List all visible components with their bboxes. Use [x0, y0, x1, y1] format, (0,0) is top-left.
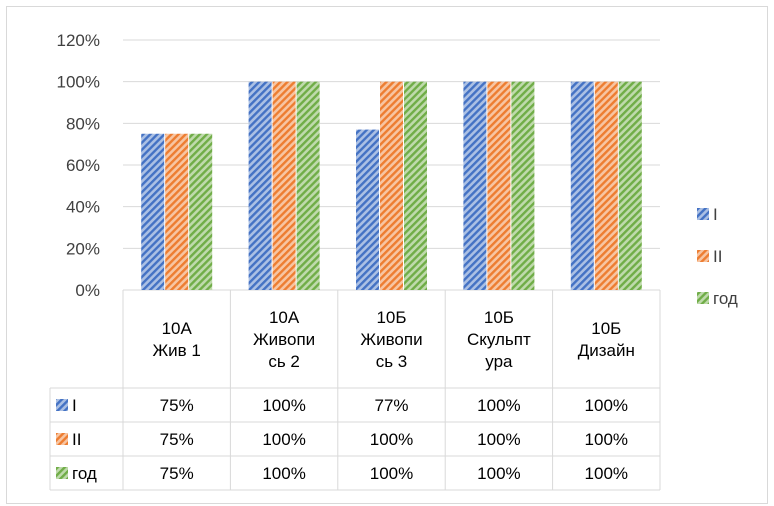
table-cell: 75% [160, 464, 194, 483]
bar [165, 133, 189, 290]
bar [487, 81, 511, 291]
table-legend-key [56, 433, 68, 445]
table-legend-key [56, 399, 68, 411]
bar [511, 81, 535, 291]
bar [594, 81, 618, 291]
category-label: сь 3 [376, 352, 408, 371]
bar [380, 81, 403, 291]
category-label: Живопи [253, 330, 315, 349]
category-label: 10Б [376, 308, 406, 327]
y-tick-label: 0% [75, 281, 100, 300]
y-tick-label: 100% [57, 73, 100, 92]
legend-label: I [713, 205, 718, 224]
table-cell: 100% [477, 396, 520, 415]
table-cell: 100% [262, 396, 305, 415]
table-cell: 100% [477, 430, 520, 449]
bar [189, 133, 213, 290]
table-cell: 100% [585, 430, 628, 449]
bar [618, 81, 642, 291]
legend-key [697, 292, 709, 304]
bar [463, 81, 487, 291]
y-tick-label: 40% [66, 198, 100, 217]
y-tick-label: 60% [66, 156, 100, 175]
bar [296, 81, 320, 291]
table-row-label: I [72, 396, 77, 415]
table-cell: 100% [262, 430, 305, 449]
category-label: Скульпт [467, 330, 531, 349]
y-tick-label: 120% [57, 31, 100, 50]
bar [404, 81, 427, 291]
bar [272, 81, 296, 291]
table-legend-key [56, 467, 68, 479]
bar [356, 129, 379, 290]
y-axis: 0% 20% 40% 60% 80% 100% 120% [57, 31, 100, 300]
category-label: 10Б [591, 319, 621, 338]
legend-label: год [713, 289, 738, 308]
table-cell: 100% [370, 430, 413, 449]
category-label: Живопи [360, 330, 422, 349]
y-tick-label: 20% [66, 239, 100, 258]
table-cell: 77% [374, 396, 408, 415]
category-label: Жив 1 [152, 341, 200, 360]
table-cell: 100% [370, 464, 413, 483]
table-cell: 100% [477, 464, 520, 483]
table-cell: 75% [160, 430, 194, 449]
table-cell: 75% [160, 396, 194, 415]
table-row-label: год [72, 464, 97, 483]
legend-key [697, 250, 709, 262]
table-cell: 100% [262, 464, 305, 483]
bar [248, 81, 272, 291]
legend-key [697, 208, 709, 220]
category-label: 10Б [484, 308, 514, 327]
category-label: 10А [162, 319, 193, 338]
category-label: Дизайн [578, 341, 635, 360]
legend-label: II [713, 247, 722, 266]
table-cell: 100% [585, 396, 628, 415]
category-label: ура [485, 352, 513, 371]
data-table: 10А Жив 1 10А Живопи сь 2 10Б Живопи сь 3 10Б Ску… [49, 290, 661, 491]
bar [141, 133, 165, 290]
category-label: сь 2 [268, 352, 300, 371]
bars [141, 81, 642, 291]
table-cell: 100% [585, 464, 628, 483]
table-row-label: II [72, 430, 81, 449]
y-tick-label: 80% [66, 114, 100, 133]
bar [570, 81, 594, 291]
category-label: 10А [269, 308, 300, 327]
